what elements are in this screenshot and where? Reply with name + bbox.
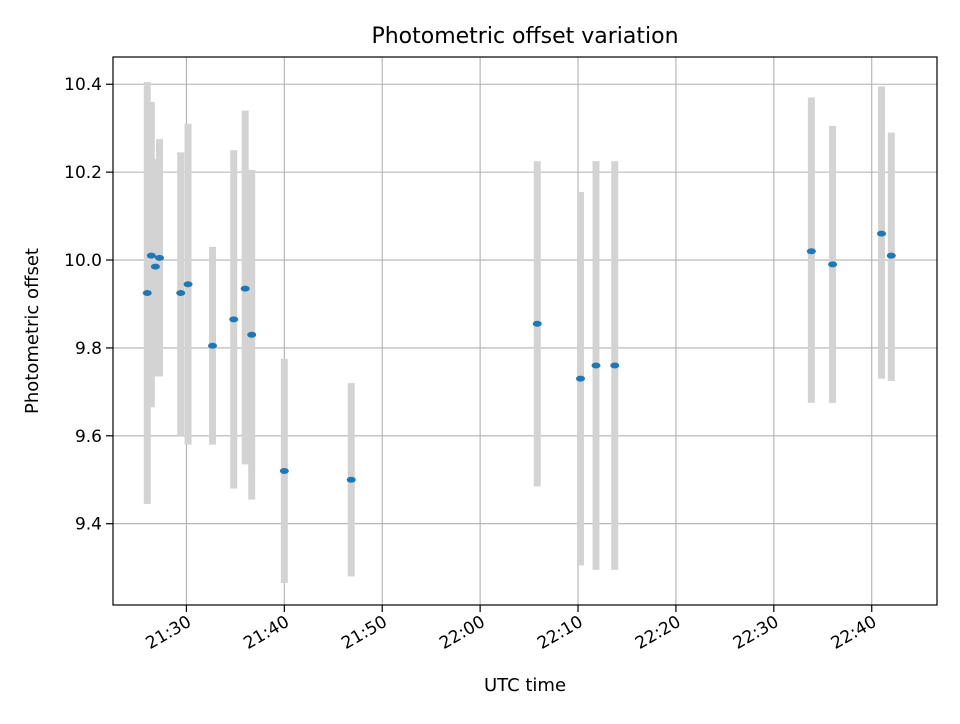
data-point — [247, 331, 257, 338]
data-point — [142, 289, 152, 296]
data-point — [155, 254, 165, 261]
plot-frame — [112, 56, 938, 606]
data-point — [176, 289, 186, 296]
y-axis-ticks: 9.4 9.6 9.8 10.0 10.2 10.4 — [64, 75, 113, 535]
x-axis-label: UTC time — [484, 675, 566, 696]
chart-title: Photometric offset variation — [371, 24, 678, 49]
data-points — [142, 230, 896, 483]
data-point — [575, 375, 585, 382]
data-point — [806, 248, 816, 255]
data-point — [828, 261, 838, 268]
data-point — [346, 476, 356, 483]
data-point — [532, 320, 542, 327]
y-tick-label: 10.0 — [64, 251, 102, 271]
data-point — [591, 362, 601, 369]
data-point — [146, 252, 156, 259]
data-point — [886, 252, 896, 259]
y-tick-label: 9.6 — [75, 427, 102, 447]
y-axis-label: Photometric offset — [22, 248, 43, 414]
data-point — [183, 281, 193, 288]
data-point — [229, 316, 239, 323]
data-point — [610, 362, 620, 369]
y-tick-label: 9.4 — [75, 515, 102, 535]
data-point — [877, 230, 887, 237]
data-point — [240, 285, 250, 292]
y-tick-label: 10.2 — [64, 163, 102, 183]
y-tick-label: 10.4 — [64, 75, 102, 95]
data-point — [279, 467, 289, 474]
data-point — [150, 263, 160, 270]
data-point — [208, 342, 218, 349]
y-tick-label: 9.8 — [75, 339, 102, 359]
